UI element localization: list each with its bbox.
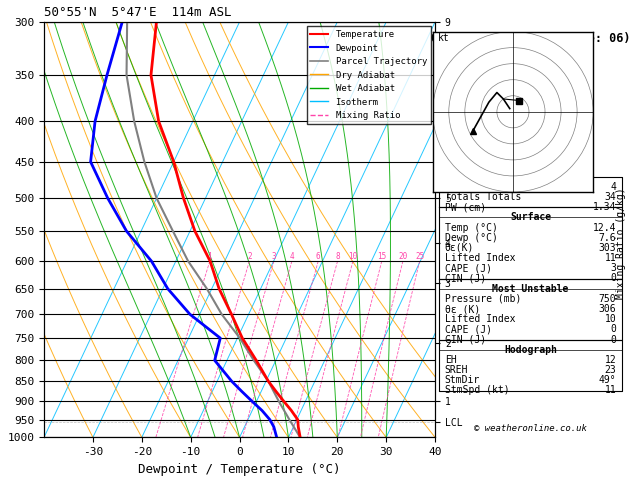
- Text: 49°: 49°: [599, 375, 616, 385]
- Text: 50°55'N  5°47'E  114m ASL: 50°55'N 5°47'E 114m ASL: [44, 6, 231, 19]
- Text: 0: 0: [610, 274, 616, 283]
- Legend: Temperature, Dewpoint, Parcel Trajectory, Dry Adiabat, Wet Adiabat, Isotherm, Mi: Temperature, Dewpoint, Parcel Trajectory…: [307, 26, 431, 124]
- Text: 15: 15: [377, 252, 386, 261]
- Text: 2: 2: [247, 252, 252, 261]
- Text: StmDir: StmDir: [445, 375, 480, 385]
- Text: 4: 4: [610, 182, 616, 192]
- Text: 10: 10: [604, 314, 616, 324]
- Text: 8: 8: [335, 252, 340, 261]
- Text: 12: 12: [604, 355, 616, 365]
- Text: 23: 23: [604, 365, 616, 375]
- Text: 03.06.2024  12GMT (Base: 06): 03.06.2024 12GMT (Base: 06): [431, 32, 629, 45]
- Text: 20: 20: [398, 252, 408, 261]
- Text: Hodograph: Hodograph: [504, 345, 557, 355]
- Text: 3: 3: [610, 263, 616, 273]
- Text: Dewp (°C): Dewp (°C): [445, 233, 498, 243]
- Text: EH: EH: [445, 355, 457, 365]
- Text: θε (K): θε (K): [445, 304, 480, 314]
- Text: 1.34: 1.34: [593, 202, 616, 212]
- Text: PW (cm): PW (cm): [445, 202, 486, 212]
- Text: CAPE (J): CAPE (J): [445, 263, 492, 273]
- Text: StmSpd (kt): StmSpd (kt): [445, 385, 509, 396]
- Text: 12.4: 12.4: [593, 223, 616, 233]
- Text: 11: 11: [604, 253, 616, 263]
- Text: Most Unstable: Most Unstable: [493, 284, 569, 294]
- Text: 0: 0: [610, 334, 616, 345]
- Text: 25: 25: [415, 252, 425, 261]
- Text: Lifted Index: Lifted Index: [445, 314, 515, 324]
- Text: 10: 10: [348, 252, 357, 261]
- Text: 3: 3: [272, 252, 276, 261]
- Text: 11: 11: [604, 385, 616, 396]
- Text: Surface: Surface: [510, 212, 551, 223]
- X-axis label: Dewpoint / Temperature (°C): Dewpoint / Temperature (°C): [138, 463, 341, 476]
- Text: kt: kt: [438, 33, 449, 43]
- Text: Pressure (mb): Pressure (mb): [445, 294, 521, 304]
- Text: 34: 34: [604, 192, 616, 202]
- Text: © weatheronline.co.uk: © weatheronline.co.uk: [474, 424, 587, 433]
- Text: 750: 750: [599, 294, 616, 304]
- Text: Totals Totals: Totals Totals: [445, 192, 521, 202]
- Text: 7.6: 7.6: [599, 233, 616, 243]
- Text: 4: 4: [289, 252, 294, 261]
- Text: CIN (J): CIN (J): [445, 334, 486, 345]
- Text: 6: 6: [316, 252, 321, 261]
- Text: CAPE (J): CAPE (J): [445, 324, 492, 334]
- Y-axis label: hPa: hPa: [0, 218, 2, 241]
- Text: K: K: [445, 182, 450, 192]
- Text: 306: 306: [599, 304, 616, 314]
- Text: θε(K): θε(K): [445, 243, 474, 253]
- Text: 303: 303: [599, 243, 616, 253]
- Text: SREH: SREH: [445, 365, 468, 375]
- Text: Mixing Ratio (g/kg): Mixing Ratio (g/kg): [616, 187, 626, 299]
- Text: Lifted Index: Lifted Index: [445, 253, 515, 263]
- Text: 0: 0: [610, 324, 616, 334]
- Text: 1: 1: [208, 252, 212, 261]
- Text: CIN (J): CIN (J): [445, 274, 486, 283]
- Text: Temp (°C): Temp (°C): [445, 223, 498, 233]
